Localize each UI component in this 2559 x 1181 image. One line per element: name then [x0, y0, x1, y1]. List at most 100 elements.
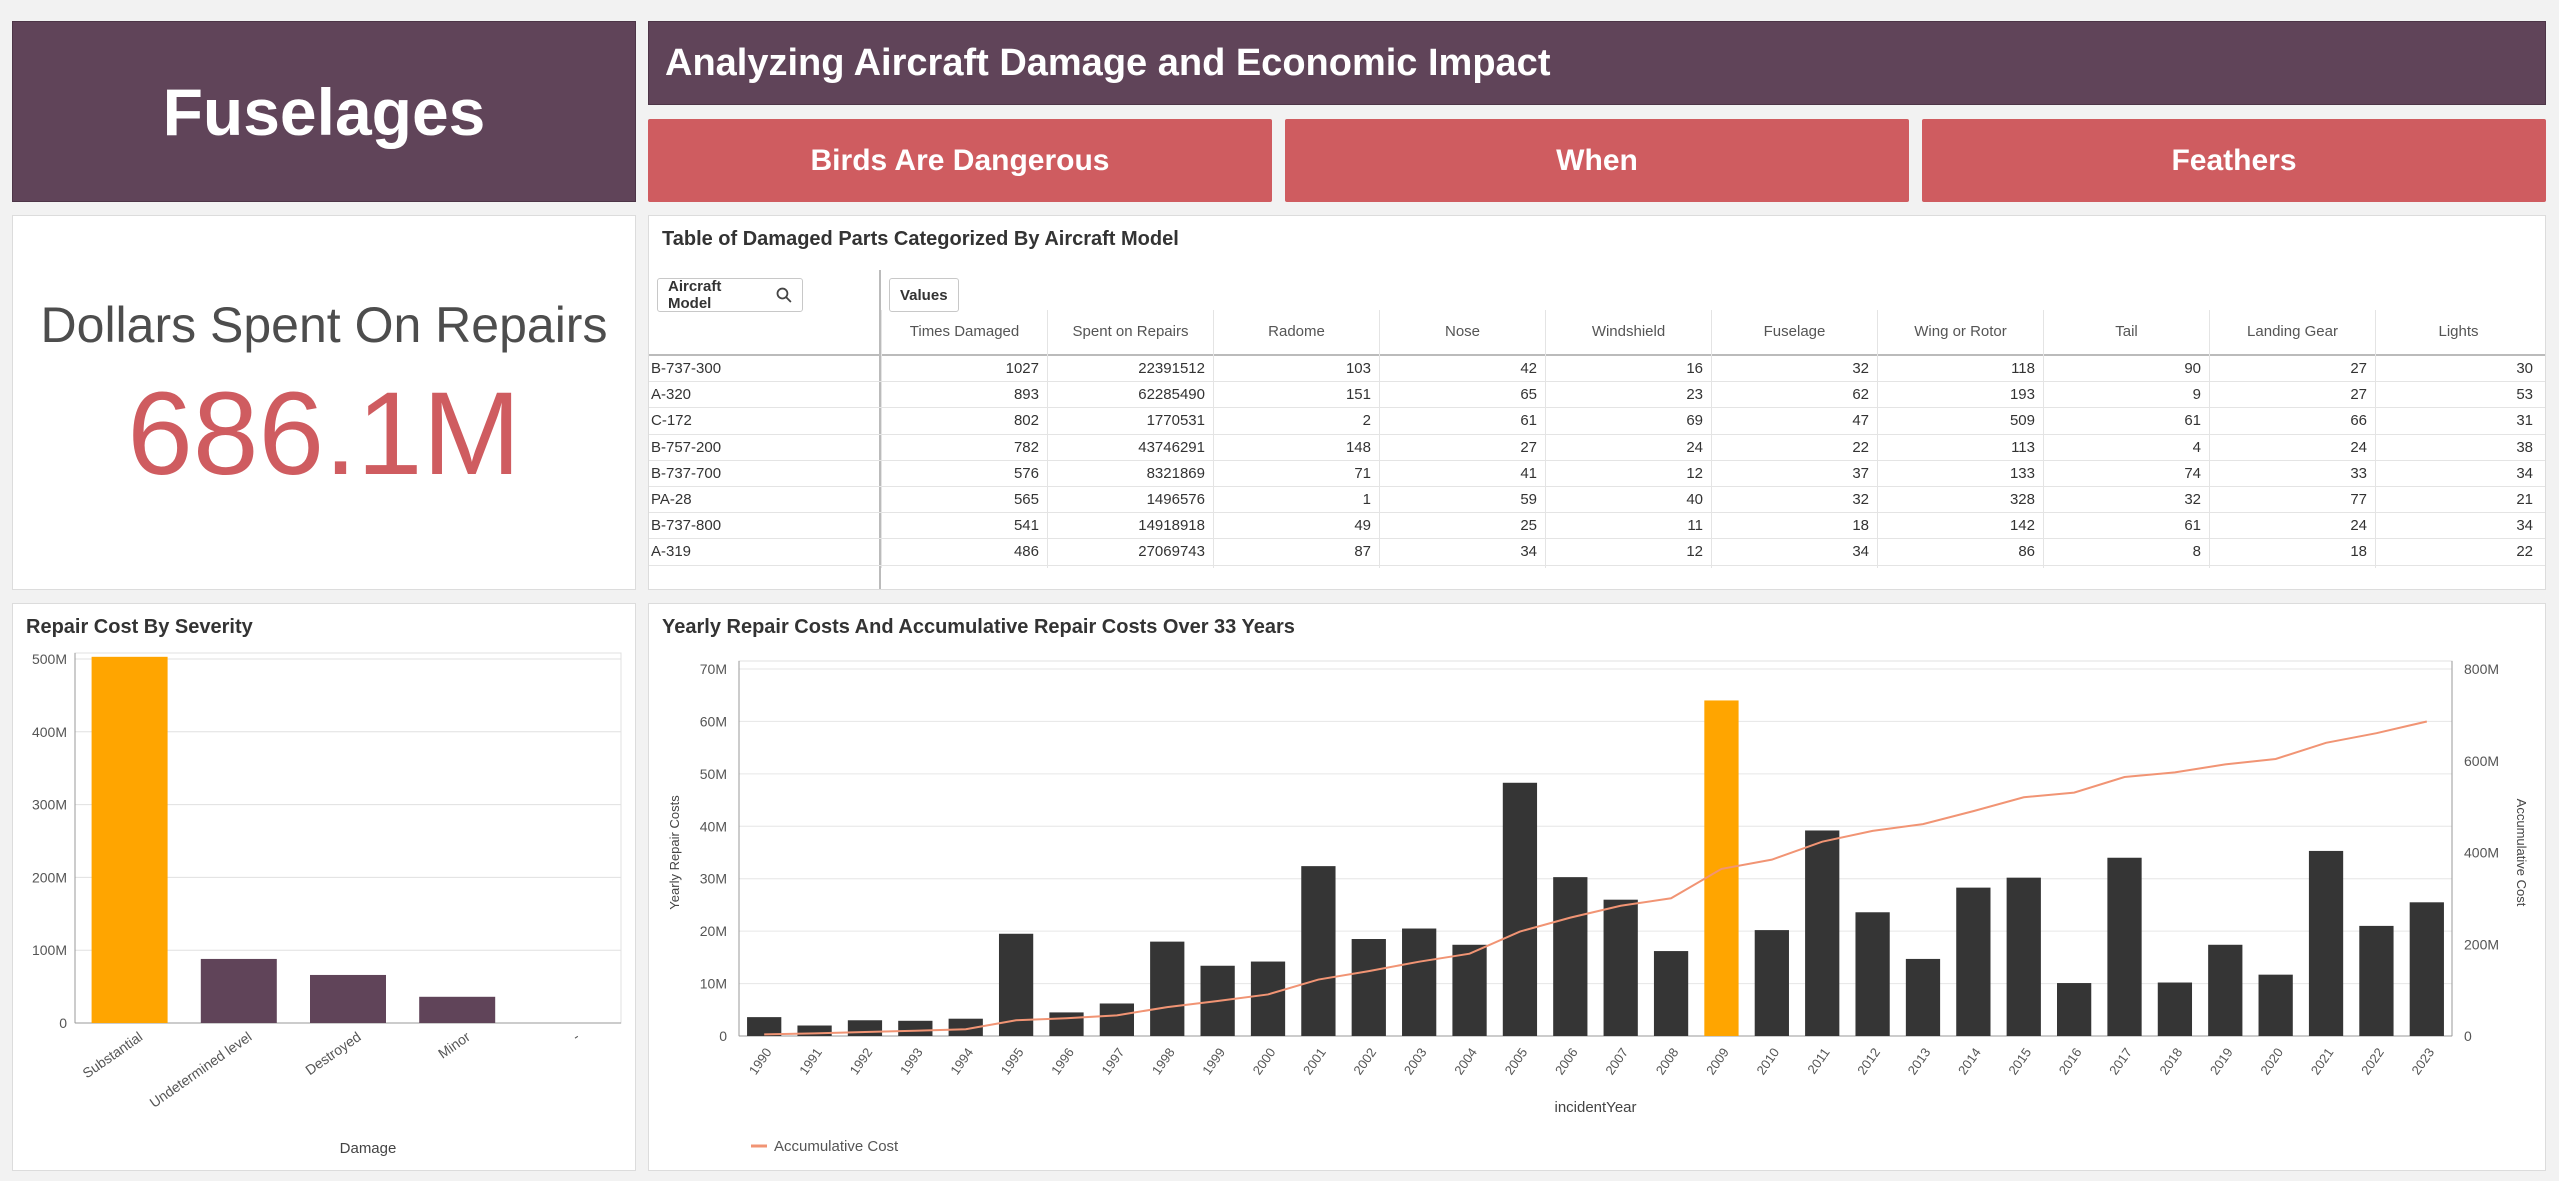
table-row[interactable] — [649, 513, 2545, 540]
x-tick-label: 2001 — [1300, 1045, 1329, 1077]
bar-2006[interactable] — [1553, 877, 1588, 1036]
table-row[interactable] — [649, 461, 2545, 487]
kpi-panel: Dollars Spent On Repairs 686.1M — [12, 215, 636, 590]
values-button[interactable]: Values — [889, 278, 959, 312]
x-axis-title: incidentYear — [1554, 1099, 1636, 1116]
x-tick-label: 2008 — [1653, 1045, 1682, 1077]
table-row[interactable] — [649, 408, 2545, 435]
bar-1992[interactable] — [847, 1020, 883, 1036]
bar-2018[interactable] — [2157, 982, 2193, 1036]
table-row[interactable] — [649, 487, 2545, 514]
bar-2008[interactable] — [1653, 951, 1689, 1036]
bar-2004[interactable] — [1452, 944, 1487, 1036]
bar-2022[interactable] — [2359, 925, 2394, 1036]
row-model: C-172 — [651, 412, 692, 430]
bar-destroyed[interactable] — [310, 974, 386, 1023]
bar-2017[interactable] — [2107, 857, 2142, 1036]
y-tick-label: 30M — [700, 871, 727, 887]
bar-2023[interactable] — [2409, 902, 2444, 1036]
severity-chart-panel: Repair Cost By Severity 0 100M 200M 300M 400… — [12, 603, 636, 1171]
severity-chart-title: Repair Cost By Severity — [26, 616, 253, 638]
nav-button-when[interactable]: When — [1285, 119, 1909, 202]
x-tick-label: 2021 — [2308, 1045, 2337, 1077]
kpi-value: 686.1M — [127, 368, 521, 500]
table-cell: 14918918 — [1138, 517, 1205, 535]
bar-2019[interactable] — [2208, 944, 2243, 1036]
table-cell: 69 — [1686, 412, 1703, 430]
column-divider — [1877, 354, 1878, 568]
bar-2003[interactable] — [1402, 928, 1437, 1036]
row-model: PA-28 — [651, 491, 692, 508]
x-tick-label: 2018 — [2156, 1045, 2185, 1077]
bar-2014[interactable] — [1956, 887, 1991, 1036]
x-tick-label: 2004 — [1451, 1045, 1480, 1077]
bar-2001[interactable] — [1301, 866, 1336, 1036]
x-tick-label: 2014 — [1955, 1045, 1984, 1077]
table-row[interactable] — [649, 382, 2545, 409]
table-cell: 802 — [1013, 412, 1039, 430]
column-header[interactable]: Times Damaged — [881, 310, 1047, 354]
bar-2007[interactable] — [1603, 899, 1638, 1036]
bar-1996[interactable] — [1049, 1012, 1084, 1036]
bar-2016[interactable] — [2057, 983, 2092, 1036]
bar-1998[interactable] — [1150, 941, 1185, 1036]
table-cell: 118 — [2011, 360, 2035, 377]
bar-substantial[interactable] — [91, 656, 168, 1023]
table-cell: 565 — [1013, 491, 1039, 508]
table-cell: 71 — [1354, 464, 1371, 482]
table-row[interactable] — [649, 435, 2545, 461]
x-axis-title: Damage — [340, 1140, 397, 1157]
bar-2011[interactable] — [1805, 830, 1840, 1036]
bar-2000[interactable] — [1250, 961, 1286, 1036]
table-splitter[interactable] — [879, 270, 881, 589]
column-header[interactable]: Tail — [2043, 310, 2209, 354]
bar-1993[interactable] — [898, 1020, 933, 1036]
x-tick-label: 1997 — [1098, 1045, 1127, 1077]
bar-2002[interactable] — [1351, 939, 1386, 1036]
column-divider — [2043, 354, 2044, 568]
table-cell: 24 — [1686, 438, 1703, 456]
bar-2012[interactable] — [1855, 912, 1890, 1036]
column-header[interactable]: Wing or Rotor — [1877, 310, 2043, 354]
column-header[interactable]: Fuselage — [1711, 310, 1877, 354]
table-cell: 90 — [2184, 360, 2201, 377]
table-cell: 24 — [2350, 517, 2367, 535]
table-cell: 34 — [1852, 543, 1869, 561]
table-row[interactable] — [649, 539, 2545, 566]
table-cell: 1 — [1362, 491, 1371, 508]
bar-2020[interactable] — [2258, 974, 2293, 1036]
bar-1990[interactable] — [747, 1017, 782, 1036]
bar-1997[interactable] — [1099, 1003, 1134, 1036]
nav-button-feathers[interactable]: Feathers — [1922, 119, 2546, 202]
table-cell: 16 — [1686, 360, 1703, 377]
table-cell: 86 — [2018, 543, 2035, 561]
table-cell: 18 — [2350, 543, 2367, 561]
column-header[interactable]: Nose — [1379, 310, 1545, 354]
column-header[interactable]: Radome — [1213, 310, 1379, 354]
table-cell: 42 — [1520, 360, 1537, 377]
table-row[interactable] — [649, 356, 2545, 383]
bar-undetermined-level[interactable] — [200, 958, 277, 1023]
nav-button-birds[interactable]: Birds Are Dangerous — [648, 119, 1272, 202]
table-cell: 113 — [2011, 438, 2035, 456]
bar-minor[interactable] — [419, 996, 496, 1023]
bar-1994[interactable] — [948, 1018, 983, 1036]
column-header[interactable]: Lights — [2375, 310, 2541, 354]
bar-1991[interactable] — [797, 1025, 832, 1036]
bar-2021[interactable] — [2308, 850, 2344, 1036]
column-header[interactable]: Landing Gear — [2209, 310, 2375, 354]
column-header[interactable]: Windshield — [1545, 310, 1711, 354]
table-cell: 893 — [1013, 386, 1039, 404]
legend-label[interactable]: Accumulative Cost — [774, 1138, 899, 1155]
table-cell: 27 — [2350, 386, 2367, 404]
column-header[interactable]: Spent on Repairs — [1047, 310, 1213, 354]
aircraft-model-button[interactable]: Aircraft Model — [657, 278, 803, 312]
accumulative-cost-line[interactable] — [764, 720, 2428, 1036]
table-cell: 509 — [2009, 412, 2035, 430]
bar-2015[interactable] — [2006, 877, 2041, 1036]
plot-frame — [738, 660, 2453, 1037]
bar-2013[interactable] — [1905, 958, 1941, 1036]
bar-2010[interactable] — [1754, 930, 1789, 1036]
x-tick-label: Destroyed — [302, 1028, 363, 1078]
bar-2005[interactable] — [1502, 782, 1538, 1036]
